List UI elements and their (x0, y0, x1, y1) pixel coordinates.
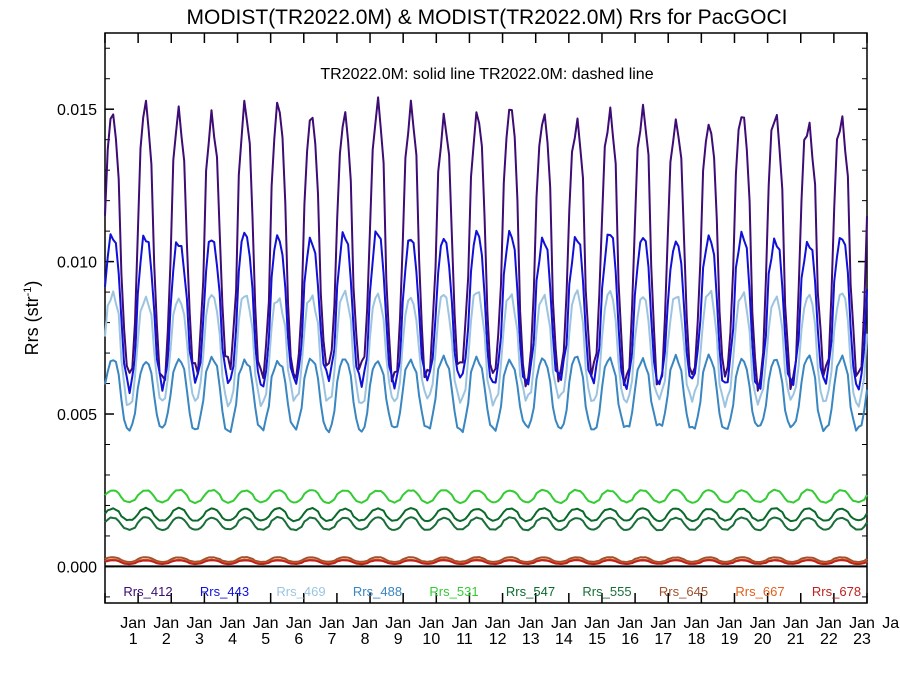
x-month-label: Jan (617, 615, 643, 632)
series-line-rrs_645 (104, 556, 868, 564)
series-layer (104, 96, 868, 566)
x-year-label: 11 (456, 631, 473, 648)
x-year-label: 5 (261, 631, 270, 648)
y-axis-label-close: ) (22, 281, 42, 287)
y-axis-label-main: Rrs (str (22, 296, 42, 355)
x-month-label: Jan (319, 615, 345, 632)
y-axis: 0.000 0.005 0.010 0.015 (57, 47, 867, 598)
x-month-label: Jan (452, 615, 478, 632)
series-line-rrs_531 (104, 488, 868, 505)
x-month-label: Jan (418, 615, 444, 632)
series-line-rrs_678 (104, 559, 868, 566)
x-year-label: 21 (787, 631, 805, 648)
x-month-label: Jan (783, 615, 809, 632)
x-month-label: Jan (253, 615, 279, 632)
legend-item-rrs_678: Rrs_678 (812, 584, 861, 599)
x-month-label: Jan (750, 615, 776, 632)
x-month-label: Jan (385, 615, 411, 632)
x-year-label: 15 (588, 631, 606, 648)
x-month-label: Jan (153, 615, 179, 632)
legend-item-rrs_555: Rrs_555 (582, 584, 631, 599)
x-year-label: 3 (195, 631, 204, 648)
x-month-label: Jan (816, 615, 842, 632)
x-axis: Jan Jan Jan Jan Jan Jan Jan Jan Jan Jan Jan Jan Jan J… (104, 33, 900, 648)
legend-item-rrs_469: Rrs_469 (276, 584, 325, 599)
x-year-label: 19 (721, 631, 739, 648)
x-year-label: 1 (129, 631, 138, 648)
y-axis-label-sup: -1 (22, 287, 34, 297)
y-tick-label: 0.010 (57, 255, 97, 272)
x-year-label: 12 (489, 631, 507, 648)
x-month-label: Jan (187, 615, 213, 632)
x-year-label: 18 (687, 631, 705, 648)
y-tick-label: 0.015 (57, 102, 97, 119)
x-year-label: 6 (294, 631, 303, 648)
x-month-label: Jan (551, 615, 577, 632)
x-month-label: Jan (352, 615, 378, 632)
x-year-label: 4 (228, 631, 237, 648)
legend-item-rrs_667: Rrs_667 (735, 584, 784, 599)
x-year-label: 7 (327, 631, 336, 648)
x-year-label: 20 (754, 631, 772, 648)
x-year-label: 14 (555, 631, 573, 648)
x-year-label: 22 (820, 631, 838, 648)
x-year-label: 10 (422, 631, 440, 648)
y-tick-label: 0.000 (57, 559, 97, 576)
x-month-label: Jan (882, 615, 900, 632)
chart-title: MODIST(TR2022.0M) & MODIST(TR2022.0M) Rr… (187, 6, 788, 29)
x-month-label: Jan (518, 615, 544, 632)
x-year-label: 16 (621, 631, 639, 648)
x-month-label: Jan (650, 615, 676, 632)
legend-item-rrs_547: Rrs_547 (506, 584, 555, 599)
x-year-label: 8 (361, 631, 370, 648)
x-month-label: Jan (683, 615, 709, 632)
plot-frame (104, 32, 868, 604)
y-tick-label: 0.005 (57, 407, 97, 424)
x-month-label: Jan (584, 615, 610, 632)
x-year-label: 9 (394, 631, 403, 648)
series-line-rrs_469 (104, 289, 868, 408)
legend-item-rrs_645: Rrs_645 (659, 584, 708, 599)
legend: Rrs_412 Rrs_443 Rrs_469 Rrs_488 Rrs_531 Rrs_5… (123, 584, 861, 599)
legend-item-rrs_531: Rrs_531 (429, 584, 478, 599)
y-axis-label: Rrs (str-1) (22, 281, 42, 356)
series-line-rrs_555 (104, 515, 868, 532)
x-month-label: Jan (849, 615, 875, 632)
x-month-label: Jan (286, 615, 312, 632)
series-line-rrs_443 (104, 229, 868, 395)
series-line-rrs_488 (104, 353, 868, 434)
x-year-label: 13 (522, 631, 540, 648)
x-year-label: 2 (162, 631, 171, 648)
x-month-label: Jan (120, 615, 146, 632)
x-month-label: Jan (485, 615, 511, 632)
series-line-rrs_547 (104, 506, 868, 523)
legend-item-rrs_488: Rrs_488 (353, 584, 402, 599)
x-year-label: 23 (853, 631, 871, 648)
legend-item-rrs_443: Rrs_443 (200, 584, 249, 599)
line-style-note: TR2022.0M: solid line TR2022.0M: dashed … (320, 66, 653, 83)
x-year-label: 17 (654, 631, 672, 648)
x-month-label: Jan (220, 615, 246, 632)
x-month-label: Jan (717, 615, 743, 632)
legend-item-rrs_412: Rrs_412 (123, 584, 172, 599)
series-line-rrs_412 (104, 96, 868, 392)
